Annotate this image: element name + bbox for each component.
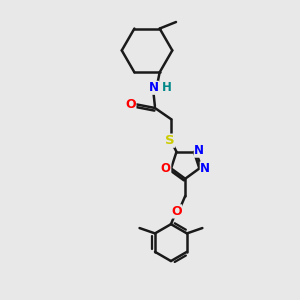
Text: S: S — [165, 134, 175, 147]
Text: N: N — [194, 144, 204, 157]
Text: H: H — [162, 81, 172, 94]
Text: O: O — [171, 205, 181, 218]
Text: O: O — [125, 98, 136, 111]
Text: O: O — [161, 162, 171, 175]
Text: N: N — [200, 162, 210, 175]
Text: N: N — [148, 81, 158, 94]
